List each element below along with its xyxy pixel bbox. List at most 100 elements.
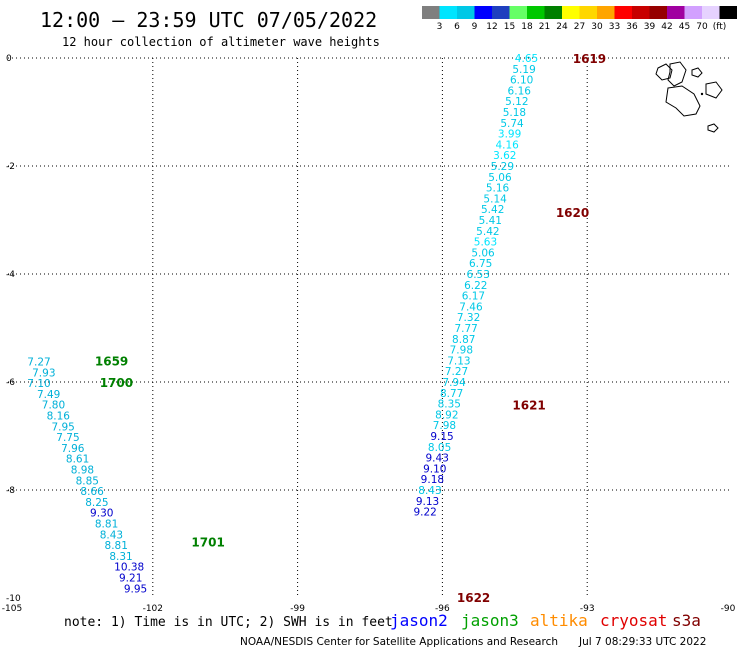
- satellite-jason2: jason2: [390, 611, 448, 630]
- lat-label: -2: [6, 162, 15, 172]
- wave-height-value: 8.66: [80, 486, 104, 498]
- legend-label: 42: [661, 22, 672, 32]
- lon-label: -96: [435, 604, 450, 614]
- legend-swatch: [667, 6, 685, 19]
- wave-height-value: 7.46: [459, 301, 483, 313]
- wave-height-value: 5.06: [488, 172, 512, 184]
- wave-height-value: 5.63: [474, 237, 497, 249]
- wave-height-value: 9.21: [119, 572, 142, 584]
- legend-swatch: [719, 6, 737, 19]
- wave-height-value: 7.75: [56, 432, 79, 444]
- galapagos-islands-outline: [655, 61, 723, 133]
- wave-height-value: 8.85: [76, 475, 99, 487]
- wave-height-value: 9.43: [426, 453, 449, 465]
- wave-height-value: 5.16: [486, 183, 510, 195]
- time-label: 1621: [512, 399, 545, 413]
- legend-label: 12: [486, 22, 497, 32]
- legend-swatch: [684, 6, 702, 19]
- wave-height-value: 8.61: [66, 454, 89, 466]
- wave-height-value: 5.29: [491, 161, 514, 173]
- legend-swatch: [527, 6, 545, 19]
- lon-label: -102: [143, 604, 163, 614]
- wave-height-value: 8.31: [109, 551, 132, 563]
- legend-swatch: [702, 6, 720, 19]
- wave-height-value: 8.05: [428, 442, 451, 454]
- lon-label: -105: [2, 604, 22, 614]
- wave-height-value: 3.99: [498, 129, 521, 141]
- legend-label: 30: [591, 22, 603, 32]
- legend-label: 70: [696, 22, 708, 32]
- legend-swatch: [632, 6, 650, 19]
- time-label: 1619: [573, 52, 606, 66]
- wave-height-value: 5.06: [471, 247, 495, 259]
- wave-height-value: 9.13: [416, 496, 439, 508]
- wave-height-value: 5.19: [512, 64, 535, 76]
- wave-height-value: 8.92: [435, 409, 458, 421]
- legend-label: 9: [472, 22, 478, 32]
- wave-height-value: 9.22: [413, 507, 436, 519]
- wave-height-value: 9.10: [423, 463, 446, 475]
- legend-label: 36: [626, 22, 638, 32]
- legend-label: 27: [574, 22, 585, 32]
- wave-height-value: 7.95: [51, 421, 74, 433]
- note-text: note: 1) Time is in UTC; 2) SWH is in fe…: [64, 615, 393, 630]
- legend-swatch: [544, 6, 562, 19]
- legend-swatch: [474, 6, 492, 19]
- wave-height-value: 8.43: [100, 529, 123, 541]
- wave-height-value: 7.10: [27, 378, 50, 390]
- wave-height-value: 8.98: [71, 464, 94, 476]
- legend-label: 24: [556, 22, 568, 32]
- wave-height-value: 6.17: [462, 291, 485, 303]
- time-label: 1659: [95, 354, 128, 368]
- wave-height-value: 7.32: [457, 312, 480, 324]
- wave-height-value: 5.41: [479, 215, 502, 227]
- wave-height-value: 7.93: [32, 367, 55, 379]
- time-label: 1622: [457, 591, 490, 605]
- legend-swatch: [562, 6, 580, 19]
- wave-height-value: 7.27: [27, 356, 50, 368]
- lat-label: 0: [6, 54, 12, 64]
- satellite-cryosat: cryosat: [600, 611, 667, 630]
- satellite-tracks: 7.277.937.107.497.808.167.957.757.968.61…: [27, 52, 606, 605]
- map-subtitle: 12 hour collection of altimeter wave hei…: [62, 35, 380, 49]
- wave-height-value: 7.80: [42, 400, 65, 412]
- legend-swatch: [457, 6, 475, 19]
- wave-height-value: 10.38: [114, 562, 144, 574]
- wave-height-value: 7.96: [61, 443, 85, 455]
- wave-height-value: 7.98: [450, 345, 473, 357]
- legend-swatch: [597, 6, 615, 19]
- map-title: 12:00 – 23:59 UTC 07/05/2022: [40, 8, 377, 32]
- wave-height-value: 6.16: [508, 85, 532, 97]
- wave-height-value: 7.77: [454, 323, 477, 335]
- wave-height-value: 5.42: [481, 204, 504, 216]
- wave-height-value: 3.62: [493, 150, 516, 162]
- legend-label: 6: [454, 22, 460, 32]
- wave-height-value: 7.94: [442, 377, 466, 389]
- satellite-jason3: jason3: [461, 611, 519, 630]
- wave-height-value: 8.77: [440, 388, 463, 400]
- legend-swatch: [614, 6, 632, 19]
- lat-label: -8: [6, 486, 15, 496]
- wave-height-value: 8.81: [105, 540, 128, 552]
- legend-swatch: [439, 6, 457, 19]
- wave-height-value: 8.43: [418, 485, 441, 497]
- legend-label: 45: [679, 22, 690, 32]
- wave-height-value: 4.16: [495, 139, 519, 151]
- lon-label: -90: [721, 604, 736, 614]
- wave-height-value: 9.30: [90, 508, 113, 520]
- time-label: 1701: [191, 535, 224, 549]
- satellite-altika: altika: [530, 611, 588, 630]
- legend-swatch: [492, 6, 510, 19]
- wave-height-value: 9.95: [124, 583, 147, 595]
- legend-label: 33: [609, 22, 620, 32]
- lat-label: -10: [6, 594, 21, 604]
- wave-height-value: 5.18: [503, 107, 526, 119]
- timestamp-text: Jul 7 08:29:33 UTC 2022: [578, 636, 706, 648]
- wave-height-value: 6.10: [510, 75, 533, 87]
- time-label: 1620: [556, 206, 589, 220]
- credit-text: NOAA/NESDIS Center for Satellite Applica…: [240, 636, 558, 648]
- satellite-s3a: s3a: [672, 611, 701, 630]
- legend-swatch: [579, 6, 597, 19]
- legend-swatch: [509, 6, 527, 19]
